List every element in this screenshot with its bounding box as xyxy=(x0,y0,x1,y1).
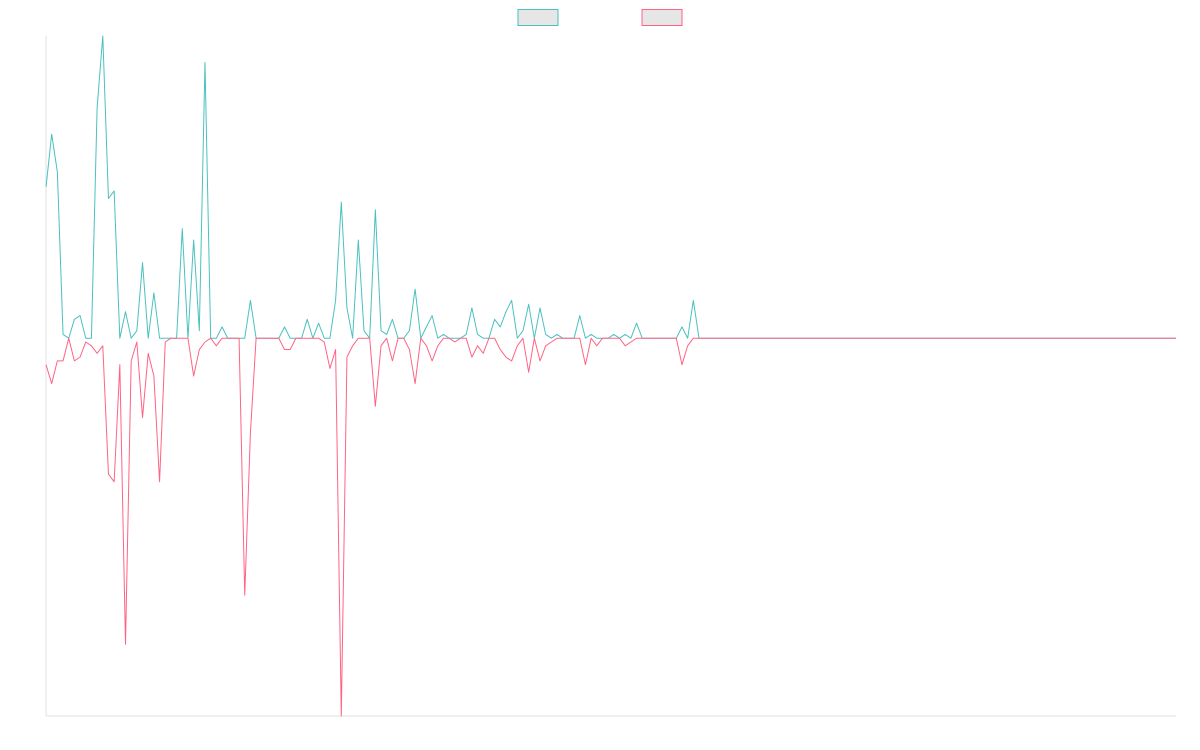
legend-item[interactable] xyxy=(517,9,559,26)
legend-item[interactable] xyxy=(641,9,683,26)
series-line xyxy=(45,337,1176,717)
series-line xyxy=(45,35,1176,339)
